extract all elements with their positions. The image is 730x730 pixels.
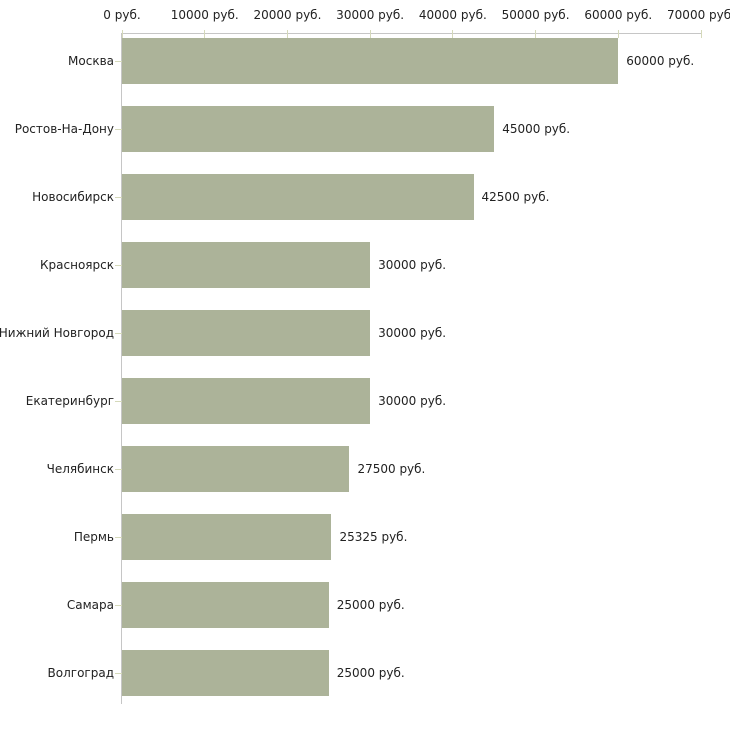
x-axis-tick [369, 30, 371, 38]
value-label: 30000 руб. [378, 394, 447, 408]
value-label: 60000 руб. [626, 54, 695, 68]
y-axis-tick [115, 401, 122, 402]
x-axis-tick [700, 30, 702, 38]
value-label: 25000 руб. [336, 666, 405, 680]
value-label: 45000 руб. [502, 122, 571, 136]
y-axis-tick [115, 197, 122, 198]
value-label: 25000 руб. [336, 598, 405, 612]
bar-row: Волгоград 25000 руб. [48, 650, 701, 696]
category-label: Волгоград [47, 666, 114, 680]
y-axis-tick [115, 673, 122, 674]
x-axis-tick-label: 30000 руб. [336, 8, 405, 22]
x-axis-tick-label: 10000 руб. [170, 8, 239, 22]
bar [122, 378, 371, 424]
x-axis-tick-label: 50000 руб. [501, 8, 570, 22]
bar-row: Москва 60000 руб. [68, 38, 701, 84]
bar [122, 310, 371, 356]
y-axis-tick [115, 61, 122, 62]
x-axis-tick-label: 70000 руб. [667, 8, 730, 22]
category-label: Новосибирск [32, 190, 114, 204]
bar-row: Новосибирск 42500 руб. [32, 174, 701, 220]
bar [122, 174, 474, 220]
bar [122, 582, 329, 628]
value-label: 30000 руб. [378, 258, 447, 272]
bar [122, 38, 619, 84]
bar-row: Красноярск 30000 руб. [40, 242, 701, 288]
category-label: Екатеринбург [25, 394, 114, 408]
category-label: Нижний Новгород [0, 326, 114, 340]
y-axis-tick [115, 333, 122, 334]
bar-row: Челябинск 27500 руб. [47, 446, 701, 492]
bar-row: Пермь 25325 руб. [74, 514, 701, 560]
x-axis-tick [286, 30, 288, 38]
bar-row: Ростов-На-Дону 45000 руб. [15, 106, 701, 152]
y-axis-tick [115, 469, 122, 470]
category-label: Ростов-На-Дону [14, 122, 114, 136]
value-label: 25325 руб. [339, 530, 408, 544]
bar-row: Нижний Новгород 30000 руб. [0, 310, 701, 356]
category-label: Красноярск [40, 258, 114, 272]
value-label: 42500 руб. [481, 190, 550, 204]
category-label: Пермь [73, 530, 114, 544]
x-axis-tick [452, 30, 454, 38]
x-axis-tick-label: 60000 руб. [584, 8, 653, 22]
bar [122, 106, 495, 152]
x-axis-tick-label: 20000 руб. [253, 8, 322, 22]
x-axis-tick-label: 40000 руб. [418, 8, 487, 22]
value-label: 30000 руб. [378, 326, 447, 340]
bar [122, 514, 332, 560]
plot-area: 0 руб. 10000 руб. 20000 руб. 30000 руб. 4000… [0, 8, 730, 704]
y-axis-tick [115, 605, 122, 606]
x-axis-tick [204, 30, 206, 38]
bar [122, 242, 371, 288]
x-axis-tick [617, 30, 619, 38]
value-label: 27500 руб. [357, 462, 426, 476]
category-label: Челябинск [46, 462, 114, 476]
bar-row: Екатеринбург 30000 руб. [26, 378, 701, 424]
x-axis-tick [121, 30, 123, 38]
category-label: Самара [66, 598, 114, 612]
x-axis-tick-label: 0 руб. [103, 8, 141, 22]
bar-row: Самара 25000 руб. [67, 582, 701, 628]
bar [122, 650, 329, 696]
y-axis-tick [115, 537, 122, 538]
y-axis-tick [115, 129, 122, 130]
x-axis-tick [535, 30, 537, 38]
bar [122, 446, 350, 492]
y-axis-tick [115, 265, 122, 266]
category-label: Москва [68, 54, 114, 68]
